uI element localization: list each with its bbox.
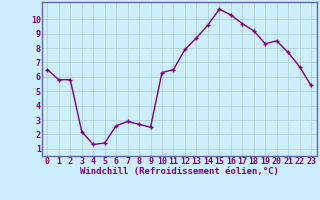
X-axis label: Windchill (Refroidissement éolien,°C): Windchill (Refroidissement éolien,°C): [80, 167, 279, 176]
